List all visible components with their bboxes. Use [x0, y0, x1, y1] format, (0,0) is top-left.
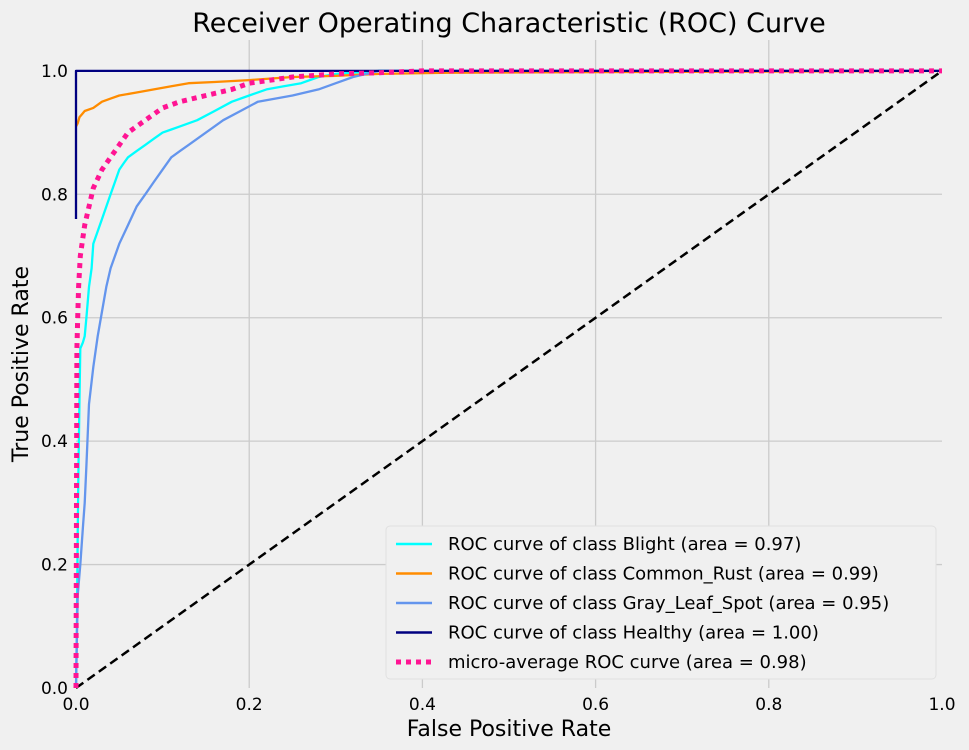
legend-box	[385, 525, 937, 680]
series-line	[74, 69, 943, 127]
y-tick-label: 1.0	[41, 62, 68, 82]
series-line	[74, 69, 942, 689]
chart-title: Receiver Operating Characteristic (ROC) …	[192, 8, 826, 39]
y-axis-label: True Positive Rate	[9, 266, 34, 463]
y-tick-label: 0.2	[41, 556, 68, 576]
y-tick-label: 0.0	[41, 679, 68, 699]
series-line	[74, 69, 942, 689]
y-tick-label: 0.6	[41, 309, 68, 329]
x-tick-label: 0.0	[62, 695, 89, 715]
x-tick-label: 0.8	[755, 695, 782, 715]
x-axis-label: False Positive Rate	[407, 717, 611, 742]
chance-diagonal-line	[75, 69, 943, 690]
x-tick-label: 0.2	[236, 695, 263, 715]
legend-label: ROC curve of class Blight (area = 0.97)	[448, 534, 801, 555]
legend-label: ROC curve of class Common_Rust (area = 0…	[448, 564, 879, 585]
series-layer	[73, 68, 943, 690]
legend-label: ROC curve of class Healthy (area = 1.00)	[448, 623, 819, 644]
legend: ROC curve of class Blight (area = 0.97) R…	[385, 525, 937, 680]
x-tick-label: 0.4	[409, 695, 436, 715]
x-tick-label: 1.0	[928, 695, 955, 715]
series-line	[74, 69, 942, 219]
legend-label: micro-average ROC curve (area = 0.98)	[448, 652, 807, 673]
tick-labels: 0.0 0.2 0.4 0.6 0.8 1.0 0.0 0.2 0.4 0.6 0.8 1.0	[41, 62, 956, 715]
x-tick-label: 0.6	[582, 695, 609, 715]
y-tick-label: 0.4	[41, 432, 68, 452]
legend-label: ROC curve of class Gray_Leaf_Spot (area …	[448, 593, 889, 614]
y-tick-label: 0.8	[41, 185, 68, 205]
